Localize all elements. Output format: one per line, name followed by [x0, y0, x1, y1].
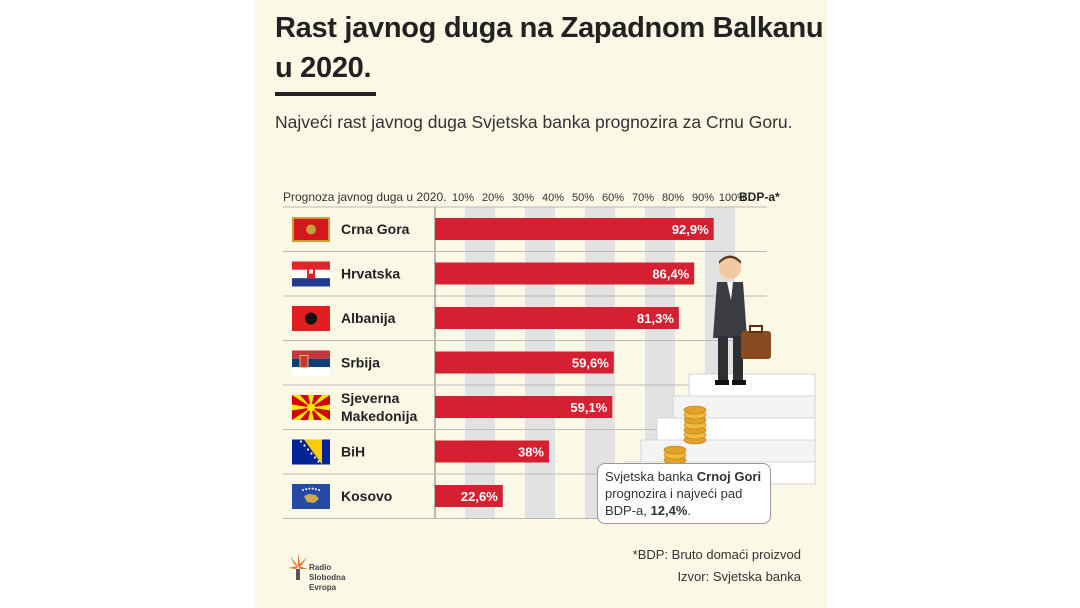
tick-label: 80% [662, 192, 684, 204]
country-label: Crna Gora [341, 221, 410, 237]
data-label: 86,4% [652, 267, 689, 282]
data-label: 81,3% [637, 311, 674, 326]
callout-text-2: prognozira i najveći pad BDP-a, [605, 486, 743, 518]
bar [435, 262, 695, 285]
tick-label: 90% [692, 192, 714, 204]
bar [435, 485, 503, 507]
source-note: Izvor: Svjetska banka [677, 569, 801, 584]
infographic-card: Rast javnog duga na Zapadnom Balkanu u 2… [255, 0, 827, 608]
tick-label: 60% [602, 192, 624, 204]
data-label: 38% [518, 445, 544, 460]
tick-label: 10% [452, 192, 474, 204]
callout-bold-2: 12,4% [650, 503, 688, 518]
tick-label: 30% [512, 192, 534, 204]
tick-label: 100% [719, 192, 747, 204]
callout-box: Svjetska banka Crnoj Gori prognozira i n… [597, 463, 771, 524]
data-label: 92,9% [672, 222, 709, 237]
bar [435, 218, 714, 240]
rse-logo-icon [288, 553, 308, 580]
country-label: Albanija [341, 310, 396, 326]
logo-text: Radio Slobodna Evropa [309, 563, 346, 592]
country-label: BiH [341, 444, 365, 460]
bar [435, 396, 613, 418]
tick-label: 50% [572, 192, 594, 204]
unit-label: BDP-a* [739, 190, 780, 204]
callout-bold-1: Crnoj Gori [696, 469, 762, 484]
country-label: Hrvatska [341, 266, 400, 282]
source-block: *BDP: Bruto domaći proizvod Izvor: Svjet… [633, 544, 801, 588]
title-line-1: Rast javnog duga na Zapadnom Balkanu [275, 12, 824, 44]
businessman-icon [713, 255, 771, 385]
country-label: Kosovo [341, 488, 392, 504]
bar [435, 440, 549, 463]
callout-text-3: . [687, 503, 692, 518]
bar-chart: Prognoza javnog duga u 2020. 10% 20% 30% 40%… [283, 190, 816, 519]
country-label: Makedonija [341, 408, 417, 424]
tick-label: 20% [482, 192, 504, 204]
serbia-flag-icon [292, 350, 330, 376]
north-macedonia-flag-icon [292, 395, 330, 420]
albania-flag-icon [292, 306, 330, 331]
montenegro-flag-icon [292, 217, 330, 242]
title-underline [275, 92, 376, 96]
bar [435, 307, 679, 329]
kosovo-flag-icon [292, 484, 330, 509]
subtitle: Najveći rast javnog duga Svjetska banka … [275, 112, 793, 132]
title-line-2: u 2020. [275, 52, 372, 84]
tick-label: 40% [542, 192, 564, 204]
country-label: Sjeverna [341, 390, 400, 406]
bih-flag-icon [292, 439, 330, 465]
bar [435, 351, 614, 374]
tick-label: 70% [632, 192, 654, 204]
data-label: 59,6% [572, 356, 609, 371]
data-label: 59,1% [570, 400, 607, 415]
chart-header-label: Prognoza javnog duga u 2020. [283, 190, 446, 204]
callout-text-1: Svjetska banka [605, 469, 697, 484]
croatia-flag-icon [292, 261, 330, 287]
country-label: Srbija [341, 355, 380, 371]
footnote: *BDP: Bruto domaći proizvod [632, 547, 801, 562]
data-label: 22,6% [461, 489, 498, 504]
